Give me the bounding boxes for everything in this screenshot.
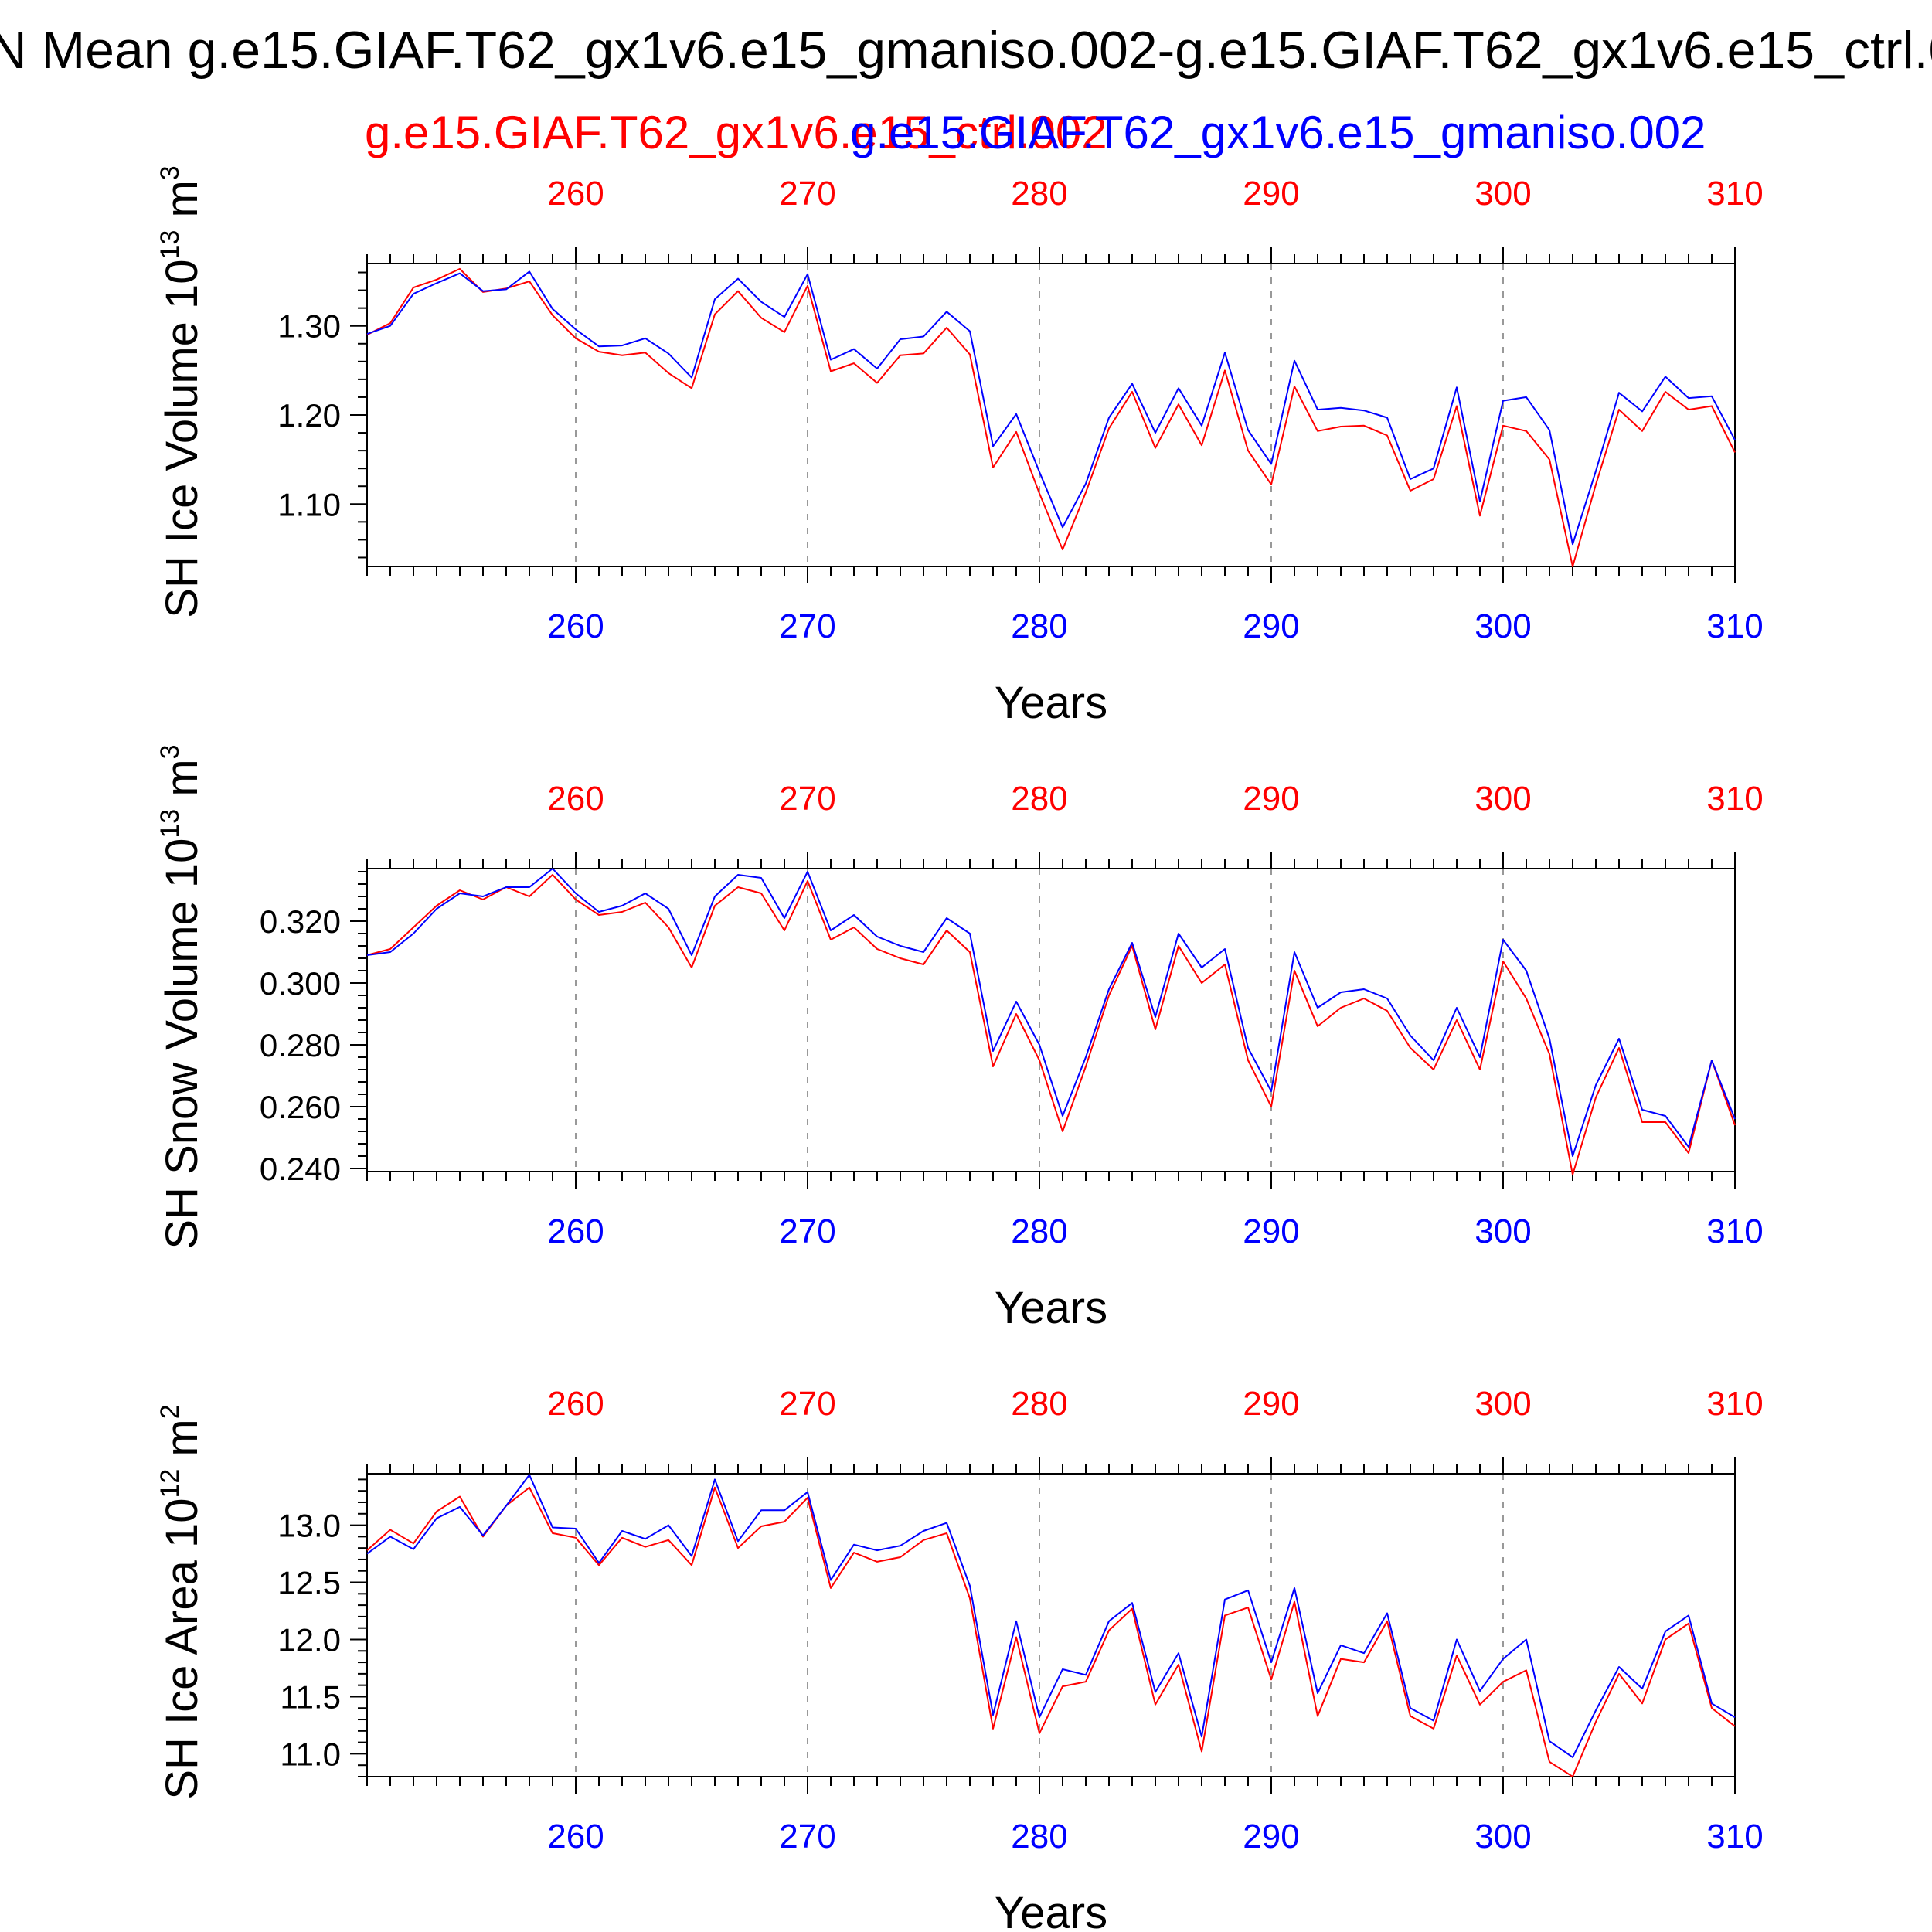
x-tick-label-top: 290 — [1243, 780, 1299, 818]
y-tick-label: 0.320 — [260, 903, 341, 940]
x-tick-label-top: 310 — [1706, 780, 1763, 818]
x-axis-title: Years — [995, 678, 1107, 728]
y-tick-label: 13.0 — [277, 1508, 341, 1544]
x-tick-label-bottom: 300 — [1475, 607, 1531, 645]
y-tick-label: 11.5 — [280, 1679, 341, 1715]
x-tick-label-top: 300 — [1475, 1385, 1531, 1423]
x-tick-label-top: 260 — [547, 780, 604, 818]
x-tick-label-top: 270 — [779, 1385, 835, 1423]
panel-snow-volume: 260 260 270 270 280 280 290 290 300 300 310 310 0.24… — [155, 744, 1764, 1333]
y-tick-label: 11.0 — [280, 1736, 341, 1772]
x-tick-label-bottom: 280 — [1011, 607, 1067, 645]
x-tick-label-bottom: 300 — [1475, 1818, 1531, 1855]
x-tick-label-bottom: 290 — [1243, 1818, 1299, 1855]
x-tick-label-bottom: 290 — [1243, 607, 1299, 645]
chart-title: ANN Mean g.e15.GIAF.T62_gx1v6.e15_gmanis… — [0, 21, 1932, 80]
x-tick-label-bottom: 300 — [1475, 1213, 1531, 1250]
x-tick-label-top: 290 — [1243, 1385, 1299, 1423]
x-tick-label-top: 290 — [1243, 175, 1299, 213]
x-tick-label-bottom: 270 — [779, 1818, 835, 1855]
y-tick-label: 0.280 — [260, 1027, 341, 1063]
plot-frame — [366, 1473, 1736, 1777]
x-tick-label-top: 270 — [779, 175, 835, 213]
y-tick-label: 0.240 — [260, 1151, 341, 1187]
x-tick-label-bottom: 310 — [1706, 1213, 1763, 1250]
y-tick-label: 1.20 — [277, 397, 341, 434]
x-tick-label-bottom: 260 — [547, 1818, 604, 1855]
x-tick-label-top: 280 — [1011, 175, 1067, 213]
x-tick-label-bottom: 260 — [547, 607, 604, 645]
y-tick-label: 12.5 — [277, 1565, 341, 1601]
x-tick-label-top: 300 — [1475, 175, 1531, 213]
y-tick-label: 0.300 — [260, 965, 341, 1002]
series-line-gmaniso — [366, 1474, 1736, 1758]
x-tick-label-top: 300 — [1475, 780, 1531, 818]
x-tick-label-bottom: 270 — [779, 1213, 835, 1250]
series-line-gmaniso — [366, 868, 1736, 1157]
series-line-ctrl — [366, 1486, 1736, 1777]
y-tick-label: 12.0 — [277, 1621, 341, 1658]
y-axis-title: SH Ice Volume 1013 m3 — [155, 165, 207, 617]
series-line-ctrl — [366, 874, 1736, 1175]
panel-ice-volume: 260 260 270 270 280 280 290 290 300 300 310 310 1.10… — [155, 165, 1764, 728]
y-axis-title: SH Snow Volume 1013 m3 — [155, 744, 207, 1249]
x-tick-label-top: 260 — [547, 175, 604, 213]
x-tick-label-top: 270 — [779, 780, 835, 818]
x-tick-label-top: 310 — [1706, 175, 1763, 213]
x-tick-label-top: 310 — [1706, 1385, 1763, 1423]
x-tick-label-bottom: 280 — [1011, 1213, 1067, 1250]
x-tick-label-top: 280 — [1011, 780, 1067, 818]
plot-frame — [366, 868, 1736, 1172]
legend-gmaniso-label: g.e15.GIAF.T62_gx1v6.e15_gmaniso.002 — [850, 107, 1706, 158]
y-axis-title: SH Ice Area 1012 m2 — [155, 1404, 207, 1799]
x-tick-label-top: 280 — [1011, 1385, 1067, 1423]
y-tick-label: 0.260 — [260, 1089, 341, 1125]
x-tick-label-bottom: 310 — [1706, 1818, 1763, 1855]
y-tick-label: 1.30 — [277, 308, 341, 345]
series-line-gmaniso — [366, 270, 1736, 546]
x-tick-label-bottom: 280 — [1011, 1818, 1067, 1855]
x-tick-label-top: 260 — [547, 1385, 604, 1423]
legend-ctrl-label: g.e15.GIAF.T62_gx1v6.e15_ctrl.002 — [365, 107, 1107, 158]
panel-ice-area: 260 260 270 270 280 280 290 290 300 300 310 310 11.0… — [155, 1385, 1764, 1932]
x-tick-label-bottom: 310 — [1706, 607, 1763, 645]
series-line-ctrl — [366, 267, 1736, 567]
x-tick-label-bottom: 270 — [779, 607, 835, 645]
x-tick-label-bottom: 290 — [1243, 1213, 1299, 1250]
y-tick-label: 1.10 — [277, 486, 341, 522]
x-axis-title: Years — [995, 1888, 1107, 1932]
x-tick-label-bottom: 260 — [547, 1213, 604, 1250]
x-axis-title: Years — [995, 1283, 1107, 1333]
